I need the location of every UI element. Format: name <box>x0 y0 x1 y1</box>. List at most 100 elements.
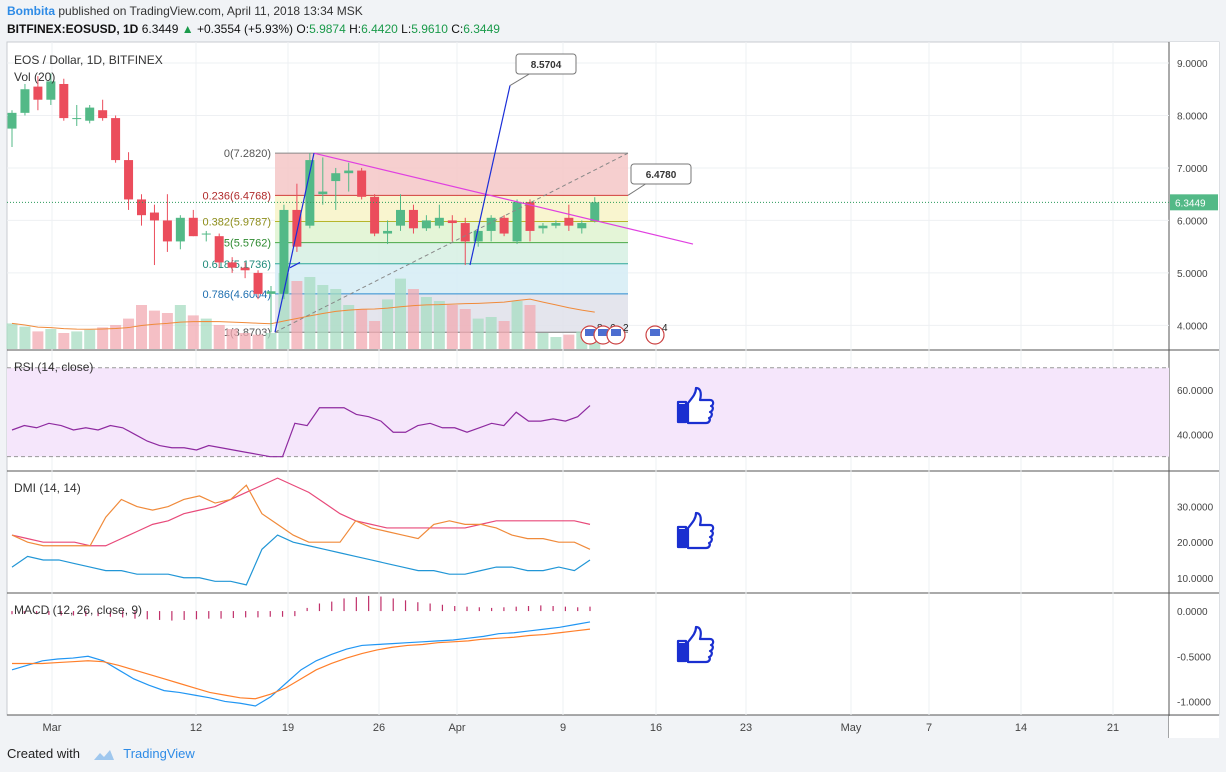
macd-pane-title: MACD (12, 26, close, 9) <box>14 603 142 617</box>
volume-bar <box>71 331 83 349</box>
callout-box <box>515 53 577 75</box>
low-value: 5.9610 <box>411 22 448 36</box>
volume-bar <box>537 333 549 349</box>
volume-bar <box>382 299 394 349</box>
tradingview-logo-icon <box>93 749 114 760</box>
dmi-pane-title: DMI (14, 14) <box>14 481 81 495</box>
symbol-line: BITFINEX:EOSUSD, 1D 6.3449 ▲ +0.3554 (+5… <box>7 22 500 36</box>
rsi-line <box>11 405 591 458</box>
volume-bar <box>472 318 484 349</box>
candle-body <box>564 217 574 226</box>
publish-info: published on TradingView.com, April 11, … <box>58 4 363 18</box>
volume-bar <box>278 273 290 349</box>
candle-body <box>486 217 496 231</box>
fib-zone <box>275 242 628 264</box>
created-with-label: Created with <box>7 746 80 761</box>
time-tick-label: 26 <box>373 722 385 734</box>
fib-zone <box>275 195 628 222</box>
candle-body <box>7 112 17 129</box>
candle-body <box>447 220 457 224</box>
candle-body <box>383 230 393 234</box>
candle-body <box>512 202 522 242</box>
rsi-band <box>7 367 1169 457</box>
candle-body <box>266 291 276 294</box>
volume-bar <box>187 315 199 349</box>
flag-icon <box>611 329 621 336</box>
price-tick-label: 9.0000 <box>1177 59 1208 70</box>
time-tick-label: 23 <box>740 722 752 734</box>
candle-body <box>525 202 535 231</box>
volume-bar <box>317 285 329 349</box>
time-tick-label: May <box>841 722 862 734</box>
price-pane-title: EOS / Dollar, 1D, BITFINEX <box>14 53 163 67</box>
candle-body <box>408 209 418 229</box>
volume-bar <box>330 289 342 349</box>
candle-body <box>551 223 561 226</box>
thumbs-up-icon <box>676 511 715 550</box>
time-tick-label: Apr <box>448 722 465 734</box>
volume-bar <box>291 281 303 349</box>
time-tick-label: 12 <box>190 722 202 734</box>
volume-bar <box>84 329 96 349</box>
volume-bar <box>511 301 523 349</box>
last-price-tag-label: 6.3449 <box>1175 198 1206 209</box>
fib-level-label: 0(7.2820) <box>224 148 271 160</box>
flag-icon <box>598 329 608 336</box>
fib-level-label: 0.236(6.4768) <box>203 190 272 202</box>
dmi-tick-label: 30.0000 <box>1177 503 1214 514</box>
volume-bar <box>161 313 173 349</box>
fib-level-label: 0.382(5.9787) <box>203 217 272 229</box>
volume-bar <box>420 297 432 349</box>
candle-body <box>59 83 69 119</box>
candle-body <box>344 170 354 174</box>
candle-body <box>253 272 263 294</box>
callout-label: 6.4780 <box>646 170 677 181</box>
macd-series-line <box>12 628 591 700</box>
open-value: 5.9874 <box>309 22 346 36</box>
volume-bar <box>576 331 588 349</box>
flag-icon <box>585 329 595 336</box>
candle-body <box>396 209 405 226</box>
last-price-tag <box>1170 194 1218 211</box>
volume-bar <box>148 310 160 349</box>
fib-level-label: 0.5(5.5762) <box>215 238 271 250</box>
volume-bar <box>407 289 419 349</box>
candle-body <box>162 220 172 242</box>
volume-bar <box>6 323 18 349</box>
candle-body <box>590 202 600 222</box>
time-tick-label: 14 <box>1015 722 1027 734</box>
candle-body <box>72 118 82 120</box>
volume-bar <box>213 325 225 349</box>
candle-body <box>240 267 250 271</box>
time-tick-label: Mar <box>43 722 62 734</box>
volume-bar <box>395 278 406 349</box>
dmi-series-line <box>11 477 591 547</box>
volume-bar <box>252 334 264 349</box>
fib-zone <box>275 153 628 196</box>
callout-label: 8.5704 <box>531 60 562 71</box>
macd-tick-label: -0.5000 <box>1177 652 1211 663</box>
price-tick-label: 4.0000 <box>1177 321 1208 332</box>
volume-bar <box>433 301 445 349</box>
flag-icon <box>650 329 660 336</box>
volume-bar <box>200 318 212 349</box>
macd-tick-label: 0.0000 <box>1177 607 1208 618</box>
close-value: 6.3449 <box>463 22 500 36</box>
volume-bar <box>369 321 381 349</box>
candle-body <box>46 81 56 100</box>
author-name[interactable]: Bombita <box>7 4 55 18</box>
tradingview-link[interactable]: TradingView <box>123 746 195 761</box>
volume-bar <box>226 329 238 349</box>
thumbs-up-icon <box>676 625 715 664</box>
candle-body <box>85 107 95 121</box>
volume-bar <box>32 331 44 349</box>
candle-body <box>577 223 587 229</box>
fib-zone <box>275 263 628 294</box>
volume-bar <box>459 309 471 349</box>
price-change: +0.3554 (+5.93%) <box>196 22 294 36</box>
candle-body <box>149 212 159 221</box>
price-axis-bg <box>1169 42 1219 715</box>
dmi-tick-label: 20.0000 <box>1177 538 1214 549</box>
volume-bar <box>304 277 316 349</box>
